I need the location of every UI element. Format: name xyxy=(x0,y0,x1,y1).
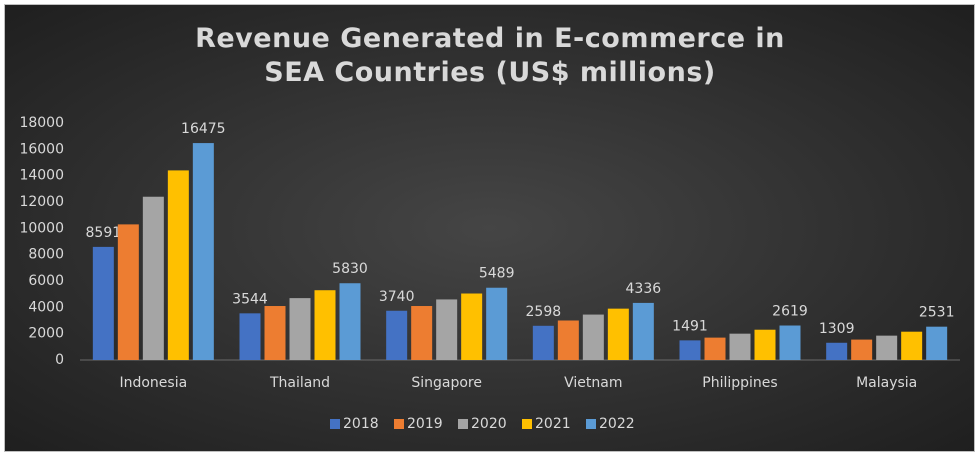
legend-label: 2022 xyxy=(599,416,635,432)
y-tick-label: 14000 xyxy=(19,168,64,184)
data-label: 2619 xyxy=(772,304,808,320)
bar xyxy=(851,339,873,360)
bar xyxy=(557,320,579,360)
chart-background xyxy=(4,4,975,452)
data-label: 1309 xyxy=(819,321,855,337)
data-label: 16475 xyxy=(181,121,226,137)
bar xyxy=(754,329,776,360)
legend-swatch xyxy=(522,419,532,429)
data-label: 3544 xyxy=(232,291,268,307)
bar xyxy=(926,326,948,360)
bar xyxy=(386,310,408,360)
legend-label: 2020 xyxy=(471,416,507,432)
chart-title: Revenue Generated in E-commerce in SEA C… xyxy=(195,23,785,88)
bar xyxy=(704,337,726,360)
data-label: 5830 xyxy=(332,261,368,277)
x-tick-label: Malaysia xyxy=(856,375,917,391)
legend-label: 2019 xyxy=(407,416,443,432)
bar xyxy=(314,290,336,360)
bar xyxy=(192,143,214,360)
bar xyxy=(264,306,286,360)
legend-swatch xyxy=(458,419,468,429)
y-tick-label: 8000 xyxy=(28,247,64,263)
bar xyxy=(411,306,433,360)
bar xyxy=(826,342,848,360)
y-tick-label: 0 xyxy=(55,352,64,368)
data-label: 1491 xyxy=(672,318,708,334)
legend-label: 2018 xyxy=(343,416,379,432)
data-label: 2531 xyxy=(919,305,955,321)
y-tick-label: 10000 xyxy=(19,220,64,236)
data-label: 5489 xyxy=(479,266,515,282)
x-tick-label: Singapore xyxy=(411,375,482,391)
x-tick-label: Vietnam xyxy=(564,375,622,391)
data-label: 2598 xyxy=(526,304,562,320)
bar xyxy=(532,325,554,360)
y-tick-label: 18000 xyxy=(19,115,64,131)
bar xyxy=(239,313,261,360)
bar xyxy=(117,224,139,360)
bar xyxy=(779,325,801,360)
x-tick-label: Indonesia xyxy=(119,375,187,391)
bar xyxy=(339,283,361,360)
x-tick-label: Thailand xyxy=(269,375,330,391)
legend-label: 2021 xyxy=(535,416,571,432)
bar xyxy=(167,170,189,360)
y-tick-label: 2000 xyxy=(28,326,64,342)
bar xyxy=(729,333,751,360)
bar xyxy=(679,340,701,360)
bar xyxy=(901,331,923,360)
y-tick-label: 12000 xyxy=(19,194,64,210)
data-label: 8591 xyxy=(86,225,122,241)
bar xyxy=(632,302,654,360)
bar xyxy=(607,308,629,360)
bar xyxy=(92,246,114,360)
data-label: 3740 xyxy=(379,289,415,305)
x-tick-label: Philippines xyxy=(702,375,777,391)
legend-swatch xyxy=(394,419,404,429)
bar xyxy=(436,299,458,360)
bar xyxy=(142,196,164,360)
bar xyxy=(461,293,483,360)
bar xyxy=(289,298,311,360)
data-label: 4336 xyxy=(626,281,662,297)
y-tick-label: 16000 xyxy=(19,141,64,157)
legend-swatch xyxy=(330,419,340,429)
y-tick-label: 6000 xyxy=(28,273,64,289)
bar xyxy=(876,335,898,360)
y-tick-label: 4000 xyxy=(28,299,64,315)
legend-swatch xyxy=(586,419,596,429)
bar xyxy=(486,287,508,360)
bar xyxy=(582,314,604,360)
